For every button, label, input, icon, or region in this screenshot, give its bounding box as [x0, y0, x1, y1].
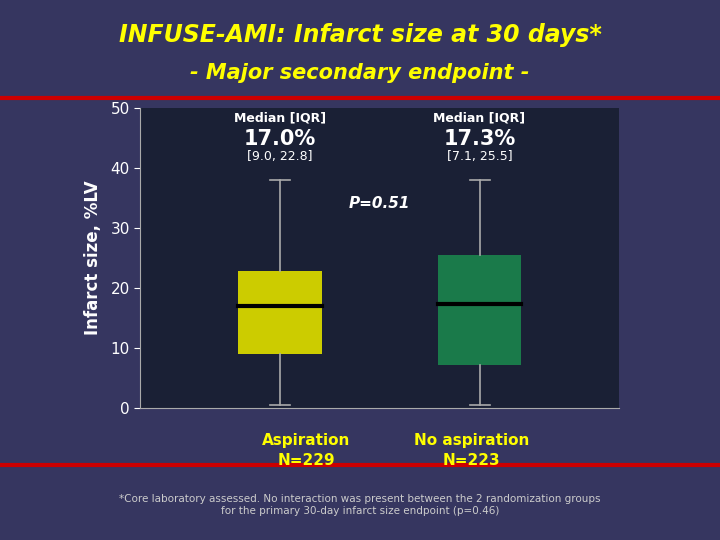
Text: No aspiration: No aspiration [414, 433, 529, 448]
Text: 17.3%: 17.3% [444, 129, 516, 149]
Text: P=0.51: P=0.51 [349, 197, 410, 211]
Text: [9.0, 22.8]: [9.0, 22.8] [247, 150, 312, 163]
Bar [438, 255, 521, 365]
Text: - Major secondary endpoint -: - Major secondary endpoint - [190, 63, 530, 83]
Text: *Core laboratory assessed. No interaction was present between the 2 randomizatio: *Core laboratory assessed. No interactio… [120, 494, 600, 516]
Text: N=223: N=223 [443, 453, 500, 468]
Text: Median [IQR]: Median [IQR] [234, 111, 326, 124]
Text: N=229: N=229 [277, 453, 335, 468]
Text: Aspiration: Aspiration [262, 433, 350, 448]
Text: INFUSE-AMI: Infarct size at 30 days*: INFUSE-AMI: Infarct size at 30 days* [119, 23, 601, 47]
Text: Median [IQR]: Median [IQR] [433, 111, 526, 124]
Bar [238, 271, 322, 354]
Text: 17.0%: 17.0% [244, 129, 316, 149]
Text: [7.1, 25.5]: [7.1, 25.5] [446, 150, 513, 163]
Y-axis label: Infarct size, %LV: Infarct size, %LV [84, 180, 102, 335]
